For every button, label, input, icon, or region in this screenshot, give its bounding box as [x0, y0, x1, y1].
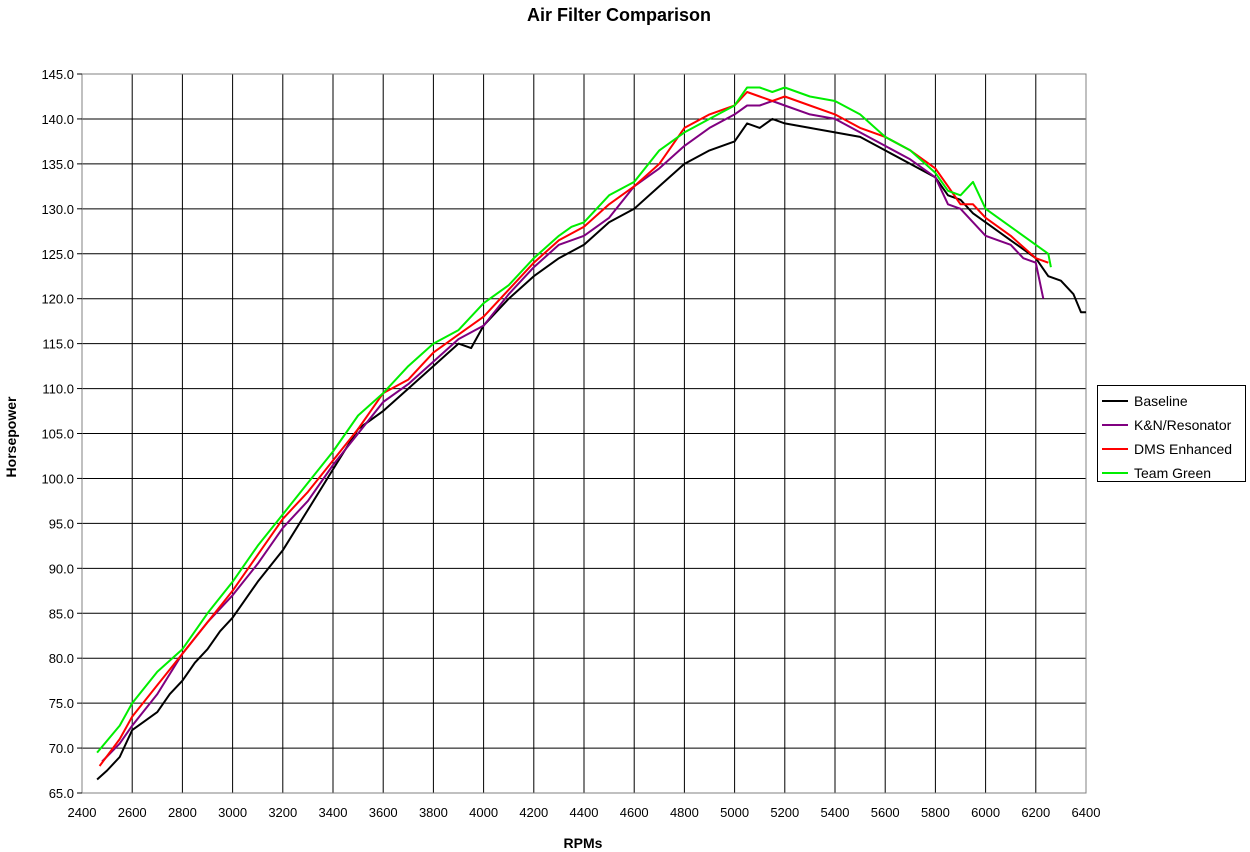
y-tick-label: 70.0 — [49, 741, 74, 756]
legend-swatch — [1102, 448, 1128, 450]
y-axis-label: Horsepower — [3, 396, 19, 477]
legend-swatch — [1102, 400, 1128, 402]
grid — [81, 73, 1087, 794]
x-tick-label: 3400 — [319, 805, 348, 820]
y-tick-label: 135.0 — [41, 157, 74, 172]
y-axis-ticks: 65.0 70.0 75.0 80.0 85.0 90.0 95.0 100.0 105.0 11… — [41, 67, 82, 801]
x-tick-label: 2800 — [168, 805, 197, 820]
legend: Baseline K&N/Resonator DMS Enhanced Team Gr… — [1097, 385, 1246, 482]
series-lines — [96, 86, 1086, 781]
y-tick-label: 80.0 — [49, 651, 74, 666]
x-tick-label: 3800 — [419, 805, 448, 820]
y-tick-label: 100.0 — [41, 471, 74, 486]
legend-label: Baseline — [1134, 393, 1188, 409]
x-tick-label: 5200 — [770, 805, 799, 820]
x-tick-label: 3000 — [218, 805, 247, 820]
x-tick-label: 4400 — [570, 805, 599, 820]
legend-swatch — [1102, 424, 1128, 426]
legend-item-k-n-resonator: K&N/Resonator — [1098, 413, 1245, 437]
legend-label: K&N/Resonator — [1134, 417, 1232, 433]
series-line-k-n-resonator — [101, 100, 1045, 763]
legend-item-team-green: Team Green — [1098, 461, 1245, 485]
y-tick-label: 145.0 — [41, 67, 74, 82]
y-tick-label: 110.0 — [42, 382, 74, 397]
x-tick-label: 6200 — [1021, 805, 1050, 820]
x-tick-label: 3600 — [369, 805, 398, 820]
x-axis-ticks: 2400 2600 2800 3000 3200 3400 3600 3800 4000 4200… — [68, 805, 1101, 820]
x-tick-label: 6000 — [971, 805, 1000, 820]
x-tick-label: 4600 — [620, 805, 649, 820]
legend-label: Team Green — [1134, 465, 1212, 481]
y-tick-label: 95.0 — [49, 516, 74, 531]
legend-item-baseline: Baseline — [1098, 389, 1245, 413]
y-tick-label: 105.0 — [41, 427, 74, 442]
x-tick-label: 2400 — [68, 805, 97, 820]
x-tick-label: 4200 — [519, 805, 548, 820]
legend-swatch — [1102, 472, 1128, 474]
x-axis-label: RPMs — [564, 835, 603, 851]
x-tick-label: 2600 — [118, 805, 147, 820]
x-tick-label: 4000 — [469, 805, 498, 820]
x-tick-label: 5000 — [720, 805, 749, 820]
y-tick-label: 65.0 — [49, 786, 74, 801]
series-line-dms-enhanced — [98, 91, 1049, 767]
series-line-team-green — [96, 86, 1052, 754]
x-tick-label: 5600 — [871, 805, 900, 820]
series-line-baseline — [96, 117, 1086, 781]
y-tick-label: 120.0 — [41, 292, 74, 307]
x-tick-label: 6400 — [1072, 805, 1101, 820]
y-tick-label: 85.0 — [49, 606, 74, 621]
y-tick-label: 75.0 — [49, 696, 74, 711]
chart-title: Air Filter Comparison — [526, 5, 712, 25]
legend-item-dms-enhanced: DMS Enhanced — [1098, 437, 1245, 461]
x-tick-label: 3200 — [268, 805, 297, 820]
y-tick-label: 125.0 — [41, 247, 74, 262]
y-tick-label: 90.0 — [49, 561, 74, 576]
x-tick-label: 4800 — [670, 805, 699, 820]
y-tick-label: 115.0 — [42, 337, 74, 352]
y-tick-label: 140.0 — [41, 112, 74, 127]
x-tick-label: 5800 — [921, 805, 950, 820]
x-tick-label: 5400 — [821, 805, 850, 820]
y-tick-label: 130.0 — [41, 202, 74, 217]
legend-label: DMS Enhanced — [1134, 441, 1233, 457]
